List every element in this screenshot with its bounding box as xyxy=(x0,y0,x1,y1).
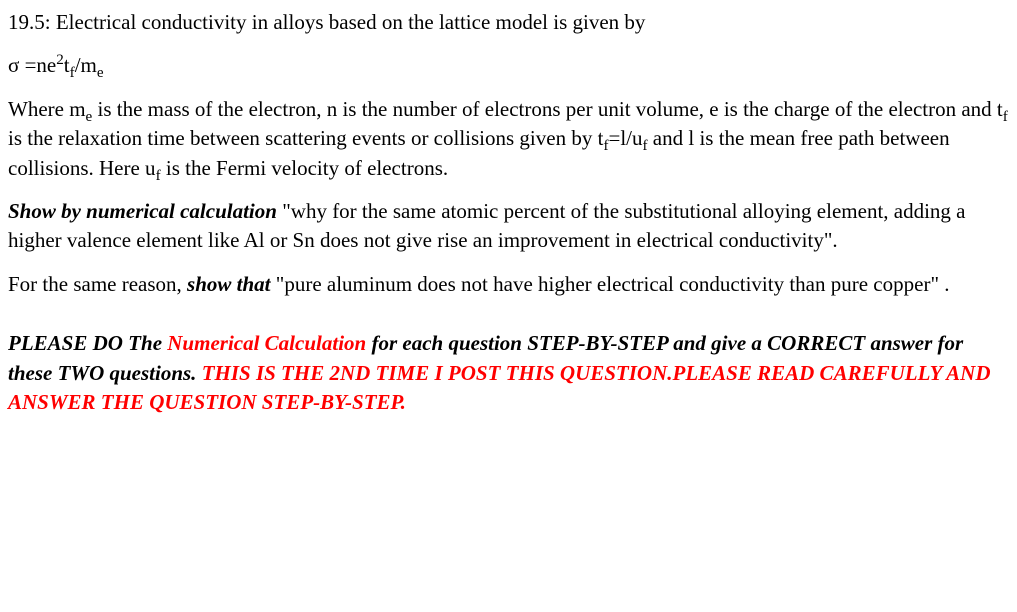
paragraph-instruction: PLEASE DO The Numerical Calculation for … xyxy=(8,329,1009,417)
show-by-lead: Show by numerical calculation xyxy=(8,199,277,223)
instr-t1: PLEASE DO The xyxy=(8,331,167,355)
paragraph-show-by: Show by numerical calculation "why for t… xyxy=(8,197,1009,256)
def-t6: is the Fermi velocity of electrons. xyxy=(161,156,449,180)
show-that-bold: show that xyxy=(187,272,270,296)
show-that-t1: For the same reason, xyxy=(8,272,187,296)
instr-red1: Numerical Calculation xyxy=(167,331,366,355)
show-that-t2: "pure aluminum does not have higher elec… xyxy=(271,272,950,296)
intro-text: 19.5: Electrical conductivity in alloys … xyxy=(8,10,645,34)
def-t2: is the mass of the electron, n is the nu… xyxy=(92,97,1003,121)
eq-mid2: /m xyxy=(75,53,97,77)
eq-prefix: σ =ne xyxy=(8,53,56,77)
eq-sup-2: 2 xyxy=(56,52,64,68)
eq-sub-e: e xyxy=(97,66,104,82)
paragraph-show-that: For the same reason, show that "pure alu… xyxy=(8,270,1009,299)
def-t4: =l/u xyxy=(608,126,642,150)
paragraph-equation: σ =ne2tf/me xyxy=(8,51,1009,80)
paragraph-definitions: Where me is the mass of the electron, n … xyxy=(8,95,1009,183)
def-t1: Where m xyxy=(8,97,86,121)
paragraph-intro: 19.5: Electrical conductivity in alloys … xyxy=(8,8,1009,37)
def-t3: is the relaxation time between scatterin… xyxy=(8,126,603,150)
def-sub-f: f xyxy=(1003,109,1008,125)
